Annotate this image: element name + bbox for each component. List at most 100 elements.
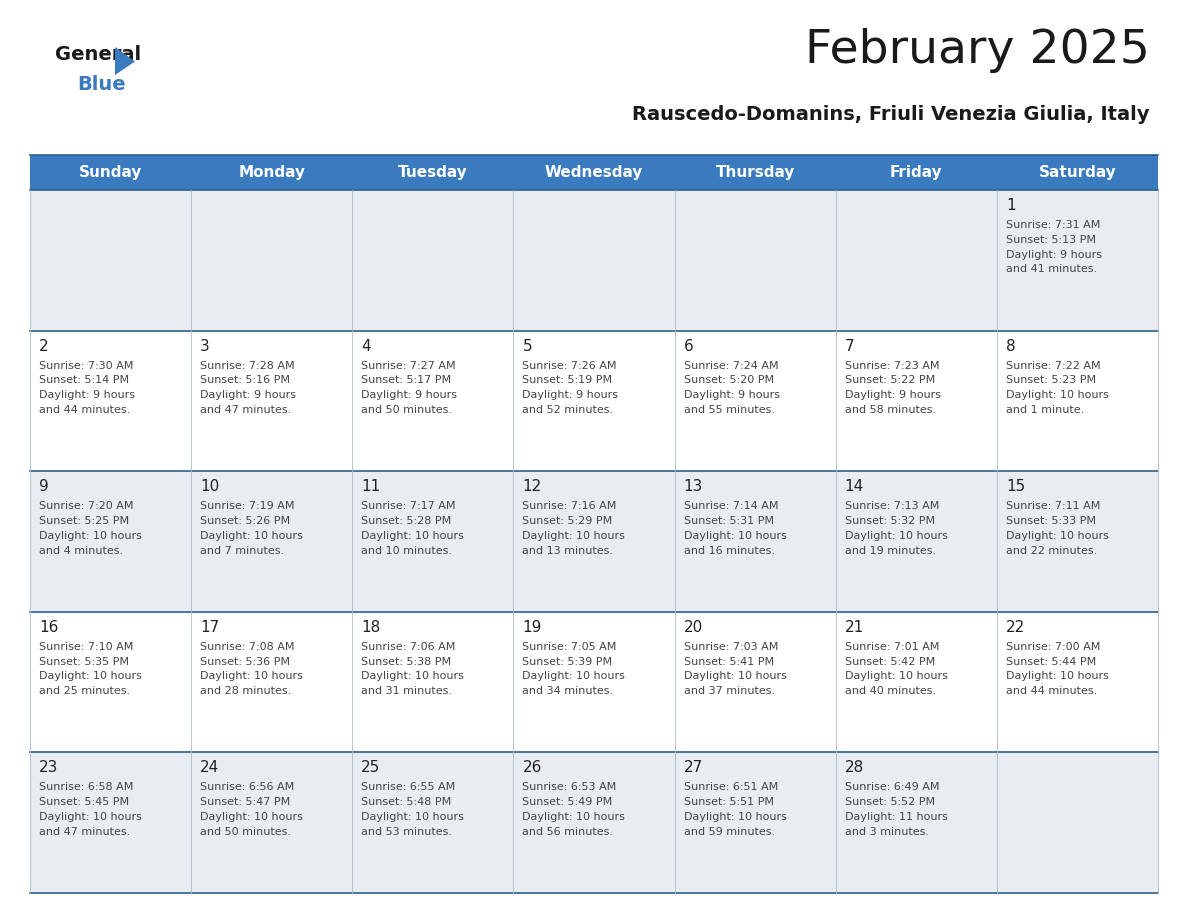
Text: Sunset: 5:17 PM: Sunset: 5:17 PM bbox=[361, 375, 451, 386]
Text: and 44 minutes.: and 44 minutes. bbox=[1006, 686, 1097, 696]
Text: Sunset: 5:28 PM: Sunset: 5:28 PM bbox=[361, 516, 451, 526]
Text: and 31 minutes.: and 31 minutes. bbox=[361, 686, 453, 696]
Text: Daylight: 9 hours: Daylight: 9 hours bbox=[845, 390, 941, 400]
Text: Daylight: 10 hours: Daylight: 10 hours bbox=[683, 671, 786, 681]
Bar bbox=[30, 330, 1158, 471]
Text: Sunrise: 7:16 AM: Sunrise: 7:16 AM bbox=[523, 501, 617, 511]
Text: Sunrise: 6:49 AM: Sunrise: 6:49 AM bbox=[845, 782, 940, 792]
Bar bbox=[30, 471, 1158, 611]
Text: Sunset: 5:22 PM: Sunset: 5:22 PM bbox=[845, 375, 935, 386]
Text: 13: 13 bbox=[683, 479, 703, 494]
Text: Daylight: 10 hours: Daylight: 10 hours bbox=[1006, 531, 1108, 541]
Text: Daylight: 10 hours: Daylight: 10 hours bbox=[683, 531, 786, 541]
Text: and 47 minutes.: and 47 minutes. bbox=[39, 827, 131, 837]
Text: February 2025: February 2025 bbox=[805, 28, 1150, 73]
Text: and 10 minutes.: and 10 minutes. bbox=[361, 545, 453, 555]
Text: 3: 3 bbox=[200, 339, 210, 353]
Text: Sunset: 5:26 PM: Sunset: 5:26 PM bbox=[200, 516, 290, 526]
Text: 14: 14 bbox=[845, 479, 864, 494]
Text: Sunset: 5:25 PM: Sunset: 5:25 PM bbox=[39, 516, 129, 526]
Text: Daylight: 9 hours: Daylight: 9 hours bbox=[200, 390, 296, 400]
Text: and 25 minutes.: and 25 minutes. bbox=[39, 686, 131, 696]
Text: Daylight: 10 hours: Daylight: 10 hours bbox=[200, 812, 303, 822]
Text: Sunrise: 7:28 AM: Sunrise: 7:28 AM bbox=[200, 361, 295, 371]
Text: Daylight: 10 hours: Daylight: 10 hours bbox=[523, 531, 625, 541]
Text: 2: 2 bbox=[39, 339, 49, 353]
Text: Sunset: 5:19 PM: Sunset: 5:19 PM bbox=[523, 375, 613, 386]
Text: Sunset: 5:13 PM: Sunset: 5:13 PM bbox=[1006, 235, 1095, 245]
Text: Sunrise: 7:30 AM: Sunrise: 7:30 AM bbox=[39, 361, 133, 371]
Text: Friday: Friday bbox=[890, 165, 942, 180]
Text: and 52 minutes.: and 52 minutes. bbox=[523, 405, 613, 415]
Text: General: General bbox=[55, 45, 141, 64]
Text: Sunrise: 6:56 AM: Sunrise: 6:56 AM bbox=[200, 782, 295, 792]
Text: 16: 16 bbox=[39, 620, 58, 635]
Text: 19: 19 bbox=[523, 620, 542, 635]
Text: Daylight: 10 hours: Daylight: 10 hours bbox=[200, 671, 303, 681]
Text: Daylight: 10 hours: Daylight: 10 hours bbox=[1006, 390, 1108, 400]
Text: and 37 minutes.: and 37 minutes. bbox=[683, 686, 775, 696]
Text: and 50 minutes.: and 50 minutes. bbox=[361, 405, 453, 415]
Text: 28: 28 bbox=[845, 760, 864, 776]
Text: Daylight: 10 hours: Daylight: 10 hours bbox=[39, 671, 141, 681]
Text: Saturday: Saturday bbox=[1038, 165, 1117, 180]
Text: Sunrise: 7:14 AM: Sunrise: 7:14 AM bbox=[683, 501, 778, 511]
Text: Sunset: 5:44 PM: Sunset: 5:44 PM bbox=[1006, 656, 1097, 666]
Text: 9: 9 bbox=[39, 479, 49, 494]
Text: and 19 minutes.: and 19 minutes. bbox=[845, 545, 936, 555]
Text: Sunrise: 6:51 AM: Sunrise: 6:51 AM bbox=[683, 782, 778, 792]
Text: 7: 7 bbox=[845, 339, 854, 353]
Text: 24: 24 bbox=[200, 760, 220, 776]
Text: and 59 minutes.: and 59 minutes. bbox=[683, 827, 775, 837]
Text: Daylight: 11 hours: Daylight: 11 hours bbox=[845, 812, 948, 822]
Text: 11: 11 bbox=[361, 479, 380, 494]
Text: and 40 minutes.: and 40 minutes. bbox=[845, 686, 936, 696]
Text: Thursday: Thursday bbox=[715, 165, 795, 180]
Text: Daylight: 10 hours: Daylight: 10 hours bbox=[683, 812, 786, 822]
Text: Daylight: 9 hours: Daylight: 9 hours bbox=[1006, 250, 1101, 260]
Text: and 58 minutes.: and 58 minutes. bbox=[845, 405, 936, 415]
Text: 15: 15 bbox=[1006, 479, 1025, 494]
Text: Daylight: 10 hours: Daylight: 10 hours bbox=[1006, 671, 1108, 681]
Text: Sunset: 5:51 PM: Sunset: 5:51 PM bbox=[683, 797, 773, 807]
Text: Daylight: 10 hours: Daylight: 10 hours bbox=[200, 531, 303, 541]
Text: and 47 minutes.: and 47 minutes. bbox=[200, 405, 291, 415]
Text: Daylight: 10 hours: Daylight: 10 hours bbox=[523, 812, 625, 822]
Text: 22: 22 bbox=[1006, 620, 1025, 635]
Bar bbox=[30, 611, 1158, 753]
Text: and 3 minutes.: and 3 minutes. bbox=[845, 827, 929, 837]
Text: and 56 minutes.: and 56 minutes. bbox=[523, 827, 613, 837]
Text: Sunset: 5:33 PM: Sunset: 5:33 PM bbox=[1006, 516, 1095, 526]
Text: Daylight: 10 hours: Daylight: 10 hours bbox=[39, 531, 141, 541]
Text: Daylight: 10 hours: Daylight: 10 hours bbox=[39, 812, 141, 822]
Text: Sunset: 5:32 PM: Sunset: 5:32 PM bbox=[845, 516, 935, 526]
Text: Sunrise: 7:11 AM: Sunrise: 7:11 AM bbox=[1006, 501, 1100, 511]
Text: and 41 minutes.: and 41 minutes. bbox=[1006, 264, 1097, 274]
Text: and 55 minutes.: and 55 minutes. bbox=[683, 405, 775, 415]
Text: Sunset: 5:49 PM: Sunset: 5:49 PM bbox=[523, 797, 613, 807]
Bar bbox=[30, 155, 1158, 190]
Text: and 53 minutes.: and 53 minutes. bbox=[361, 827, 453, 837]
Text: 25: 25 bbox=[361, 760, 380, 776]
Text: Sunset: 5:42 PM: Sunset: 5:42 PM bbox=[845, 656, 935, 666]
Text: Sunrise: 7:24 AM: Sunrise: 7:24 AM bbox=[683, 361, 778, 371]
Text: 23: 23 bbox=[39, 760, 58, 776]
Bar bbox=[30, 190, 1158, 330]
Text: 6: 6 bbox=[683, 339, 694, 353]
Text: Sunrise: 7:08 AM: Sunrise: 7:08 AM bbox=[200, 642, 295, 652]
Text: Sunday: Sunday bbox=[78, 165, 143, 180]
Text: and 44 minutes.: and 44 minutes. bbox=[39, 405, 131, 415]
Text: 4: 4 bbox=[361, 339, 371, 353]
Text: Sunset: 5:41 PM: Sunset: 5:41 PM bbox=[683, 656, 773, 666]
Text: Sunset: 5:38 PM: Sunset: 5:38 PM bbox=[361, 656, 451, 666]
Text: Daylight: 9 hours: Daylight: 9 hours bbox=[683, 390, 779, 400]
Text: Sunrise: 7:22 AM: Sunrise: 7:22 AM bbox=[1006, 361, 1100, 371]
Text: Sunrise: 7:13 AM: Sunrise: 7:13 AM bbox=[845, 501, 939, 511]
Polygon shape bbox=[115, 47, 135, 75]
Text: Daylight: 9 hours: Daylight: 9 hours bbox=[523, 390, 619, 400]
Text: and 1 minute.: and 1 minute. bbox=[1006, 405, 1085, 415]
Text: Sunrise: 7:26 AM: Sunrise: 7:26 AM bbox=[523, 361, 617, 371]
Text: Sunrise: 7:01 AM: Sunrise: 7:01 AM bbox=[845, 642, 939, 652]
Text: Sunset: 5:14 PM: Sunset: 5:14 PM bbox=[39, 375, 129, 386]
Text: and 50 minutes.: and 50 minutes. bbox=[200, 827, 291, 837]
